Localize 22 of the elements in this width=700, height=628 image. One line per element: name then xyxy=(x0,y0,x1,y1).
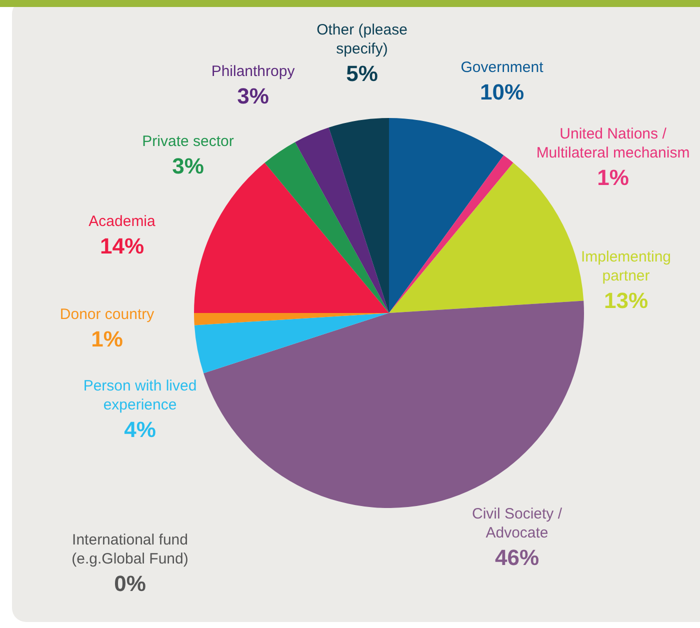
data-label: 5% xyxy=(346,61,378,86)
text: 0% xyxy=(114,571,146,596)
slice-label: Other (please specify) xyxy=(316,22,408,58)
data-label: 14% xyxy=(100,234,144,259)
slice-label: United Nations / Multilateral mechanism xyxy=(536,126,690,162)
data-label: 13% xyxy=(604,288,648,314)
slice-label: Implementing partner xyxy=(580,248,672,285)
slice-label: Government xyxy=(460,59,544,76)
data-label: 4% xyxy=(124,417,156,442)
data-label: 1% xyxy=(597,165,629,190)
slice-label: Philanthropy xyxy=(211,63,296,80)
data-label: 10% xyxy=(480,80,524,105)
slice-label: Academia xyxy=(88,213,156,230)
category-label: International fund (e.g.Global Fund) xyxy=(72,532,188,568)
data-label: 1% xyxy=(91,326,123,352)
slice-label: Person with lived experience xyxy=(83,378,197,414)
slice-label: Civil Society / Advocate xyxy=(472,506,563,542)
data-label: 3% xyxy=(172,154,204,179)
data-label: 46% xyxy=(494,545,540,570)
data-label: 3% xyxy=(237,84,269,109)
slice-label: Private sector xyxy=(142,133,234,150)
slice-label: Donor country xyxy=(60,306,155,324)
